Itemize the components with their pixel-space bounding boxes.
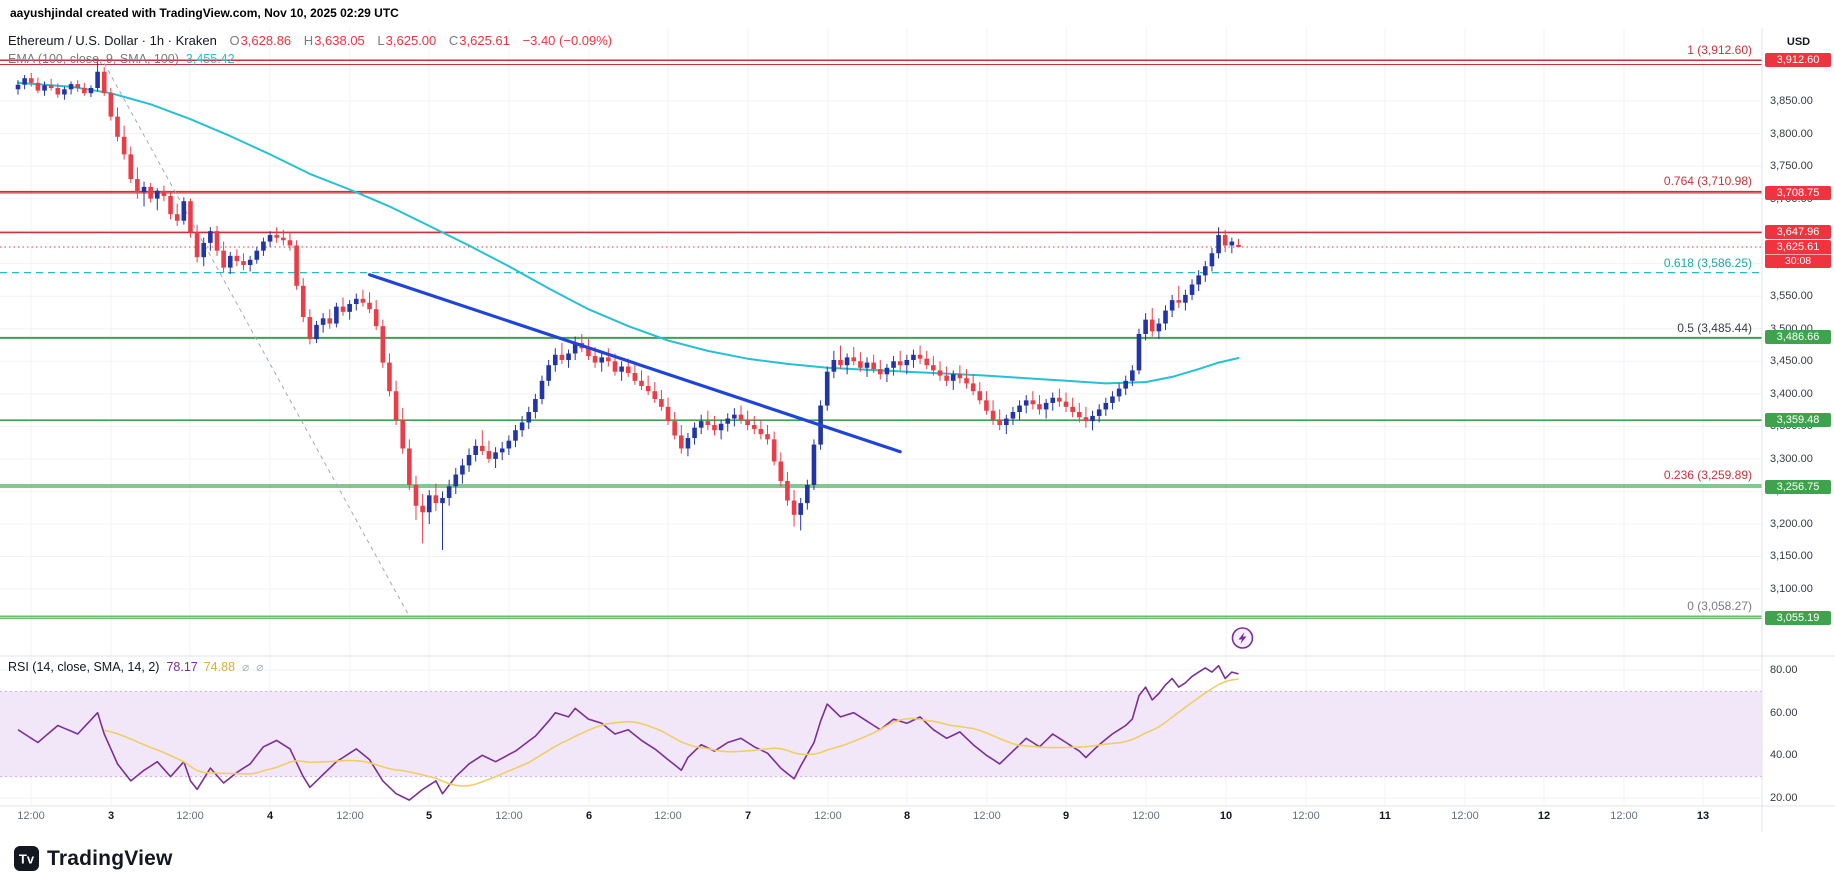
time-axis-label: 12:00	[336, 810, 364, 822]
time-axis-label: 12:00	[176, 810, 204, 822]
time-axis-label: 5	[425, 810, 433, 822]
time-axis-label: 4	[266, 810, 274, 822]
price-badge: 3,256.75	[1765, 480, 1831, 495]
close-value: 3,625.61	[459, 33, 510, 48]
time-axis[interactable]: 12:00 3 12:00 4 12:00 5 12:00 6 12:00 7 12:00 8 12:0…	[0, 808, 1762, 830]
ema-line[interactable]	[17, 81, 1240, 385]
rsi-axis-label: 20.00	[1770, 791, 1798, 804]
price-badge: 3,708.75	[1765, 185, 1831, 200]
price-axis[interactable]: USD 3,850.003,800.003,750.003,700.003,65…	[1762, 0, 1835, 832]
price-axis-label: 3,550.00	[1770, 290, 1813, 303]
time-axis-label: 12:00	[1451, 810, 1479, 822]
ema-label: EMA (100, close, 9, SMA, 100)	[8, 52, 179, 66]
attribution-text: aayushjindal created with TradingView.co…	[10, 6, 399, 20]
fib-baseline[interactable]	[103, 63, 410, 617]
low-value: 3,625.00	[385, 33, 437, 48]
hidden-plot-icon: ⌀	[242, 660, 250, 674]
price-axis-label: 3,800.00	[1770, 127, 1813, 140]
time-axis-label: 13	[1696, 810, 1710, 822]
rsi-axis-label: 60.00	[1770, 706, 1798, 719]
time-axis-label: 8	[903, 810, 911, 822]
bar-countdown: 30:08	[1765, 254, 1831, 268]
high-label: H	[303, 33, 314, 48]
current-price-value: 3,625.61	[1776, 241, 1820, 253]
price-axis-label: 3,200.00	[1770, 517, 1813, 530]
candlesticks	[15, 60, 1241, 550]
time-axis-label: 12:00	[814, 810, 842, 822]
time-axis-label: 12	[1537, 810, 1551, 822]
open-label: O	[229, 33, 240, 48]
ema-value: 3,455.42	[185, 52, 235, 66]
price-axis-label: 3,850.00	[1770, 95, 1813, 107]
open-value: 3,628.86	[240, 33, 292, 48]
rsi-axis-label: 80.00	[1770, 664, 1798, 676]
close-label: C	[448, 33, 459, 48]
time-axis-label: 12:00	[1132, 810, 1160, 822]
time-axis-label: 12:00	[17, 810, 45, 822]
time-axis-label: 12:00	[973, 810, 1001, 822]
rsi-axis-label: 40.00	[1770, 749, 1798, 762]
rsi-sma-value: 74.88	[203, 660, 236, 674]
price-badge: 3,912.60	[1765, 53, 1831, 68]
svg-text:Tv: Tv	[19, 852, 35, 867]
trendline[interactable]	[367, 273, 902, 454]
signal-icon[interactable]	[1231, 627, 1254, 649]
ema-indicator-header[interactable]: EMA (100, close, 9, SMA, 100) 3,455.42	[8, 52, 235, 66]
tradingview-mark-icon: Tv	[14, 846, 39, 871]
tradingview-wordmark: TradingView	[47, 846, 173, 870]
rsi-line[interactable]	[17, 664, 1239, 801]
price-badge: 3,486.66	[1765, 330, 1831, 345]
hidden-plot-icon: ⌀	[256, 660, 264, 674]
time-axis-label: 12:00	[1292, 810, 1320, 822]
change-value: −3.40 (−0.09%)	[522, 33, 613, 48]
current-price-badge: 3,625.61 30:08	[1765, 240, 1831, 268]
rsi-value: 78.17	[166, 660, 198, 674]
price-axis-label: 3,150.00	[1770, 550, 1813, 563]
time-axis-label: 12:00	[1610, 810, 1638, 822]
gridlines	[0, 28, 1762, 806]
high-value: 3,638.05	[314, 33, 365, 48]
price-axis-label: 3,100.00	[1770, 583, 1813, 596]
time-axis-label: 11	[1379, 810, 1391, 822]
price-badge: 3,647.96	[1765, 225, 1831, 240]
time-axis-label: 7	[744, 810, 752, 822]
low-label: L	[377, 33, 385, 48]
rsi-sma-line[interactable]	[104, 678, 1239, 787]
price-badge: 3,055.19	[1765, 611, 1831, 626]
tradingview-logo[interactable]: Tv TradingView	[14, 846, 173, 871]
price-axis-label: 3,750.00	[1770, 160, 1813, 173]
price-axis-label: 3,400.00	[1770, 387, 1813, 400]
chart-canvas[interactable]	[0, 0, 1835, 840]
time-axis-label: 12:00	[654, 810, 682, 822]
time-axis-label: 9	[1062, 810, 1070, 822]
symbol-title[interactable]: Ethereum / U.S. Dollar · 1h · Kraken	[8, 33, 217, 48]
price-badge: 3,359.48	[1765, 413, 1831, 428]
rsi-indicator-header[interactable]: RSI (14, close, SMA, 14, 2) 78.17 74.88 ⌀ ⌀	[8, 660, 263, 674]
time-axis-label: 6	[585, 810, 593, 822]
rsi-label: RSI (14, close, SMA, 14, 2)	[8, 660, 160, 674]
time-axis-label: 10	[1219, 810, 1233, 822]
price-axis-label: 3,450.00	[1770, 355, 1813, 368]
symbol-header: Ethereum / U.S. Dollar · 1h · Kraken O3,…	[8, 33, 612, 48]
horizontal-levels	[0, 59, 1762, 619]
currency-label: USD	[1786, 36, 1811, 48]
rsi-band	[0, 691, 1762, 777]
time-axis-label: 3	[107, 810, 115, 822]
price-axis-label: 3,300.00	[1770, 452, 1813, 465]
time-axis-label: 12:00	[495, 810, 523, 822]
